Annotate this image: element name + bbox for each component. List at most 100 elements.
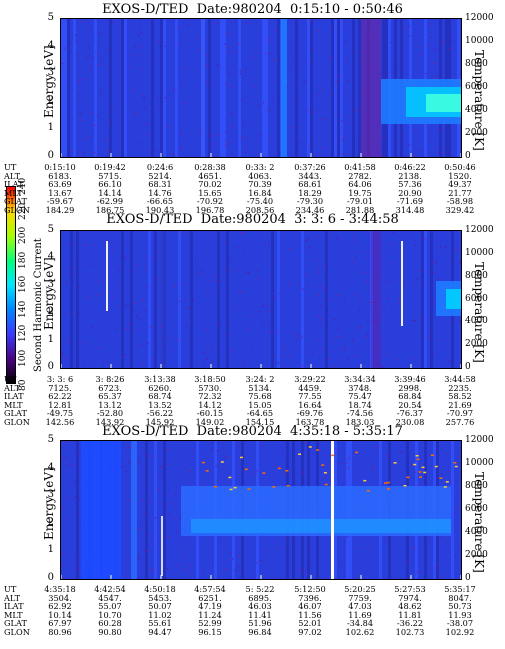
spectrogram-noise-pixel <box>176 565 178 567</box>
spectrogram-column <box>76 441 79 579</box>
spectrogram-noise-pixel <box>147 533 149 535</box>
spectrogram-noise-pixel <box>152 357 154 359</box>
spectrogram-noise-pixel <box>330 93 332 95</box>
spectrogram-noise-pixel <box>211 447 213 450</box>
spectrogram-noise-pixel <box>122 356 124 358</box>
spectrogram-column <box>388 231 391 368</box>
spectrogram-noise-pixel <box>206 358 208 360</box>
spectrogram-noise-pixel <box>78 80 80 82</box>
spectrogram-noise-pixel <box>257 270 259 272</box>
spectrogram-noise-pixel <box>108 50 110 52</box>
spectrogram-noise-pixel <box>147 257 149 259</box>
spectrogram-column <box>121 231 124 368</box>
spectrogram-noise-pixel <box>146 286 148 288</box>
spectrogram-column <box>334 231 337 368</box>
plasma-stripe <box>281 19 287 157</box>
spectrogram-noise-pixel <box>428 135 430 137</box>
spectrogram-noise-pixel <box>359 326 361 328</box>
spectrogram-noise-pixel <box>364 257 366 259</box>
spectrogram-noise-pixel <box>306 273 308 276</box>
spectrogram-noise-pixel <box>441 473 443 475</box>
info-cell: 10.14 <box>48 609 72 620</box>
data-gap-line <box>331 441 334 579</box>
spectrogram-column <box>199 231 202 368</box>
spectrogram-noise-pixel <box>321 117 323 119</box>
spectrogram-noise-pixel <box>75 564 77 566</box>
spectrogram-noise-pixel <box>287 536 289 538</box>
spectrogram-noise-pixel <box>167 492 169 494</box>
spectrogram-noise-pixel <box>383 137 385 139</box>
spectrogram-noise-pixel <box>407 478 409 480</box>
info-row: ILAT 63.69 66.10 68.31 70.02 70.39 68.61 64.06 5… <box>0 180 505 189</box>
info-row: MLT 12.81 13.12 13.52 14.12 15.05 16.64 18.74 20… <box>0 401 505 410</box>
spectrogram-noise-pixel <box>295 102 297 104</box>
spectrogram-noise-pixel <box>80 113 82 115</box>
info-cell: 57.36 <box>398 179 422 190</box>
spectrogram-column <box>160 19 163 157</box>
info-row: GLON 142.56 143.92 145.92 149.02 154.15 163.78… <box>0 418 505 427</box>
info-row-label: ILAT <box>4 601 24 612</box>
spectrogram-noise-pixel <box>76 559 78 561</box>
info-cell: 52.99 <box>198 618 222 629</box>
spectrogram-column <box>190 19 193 157</box>
plasma-stripe <box>201 19 205 157</box>
spectrogram-noise-pixel <box>278 548 280 550</box>
info-cell: 154.15 <box>245 417 275 427</box>
spectrogram-noise-pixel <box>116 284 119 286</box>
info-cell: -71.69 <box>396 196 424 207</box>
spectrogram-column <box>277 231 280 368</box>
spectrogram-noise-pixel <box>151 60 153 62</box>
spectrogram-hotspot <box>316 449 319 451</box>
info-cell: -79.01 <box>346 196 374 207</box>
spectrogram-noise-pixel <box>76 261 78 263</box>
plasma-patch <box>446 289 461 309</box>
info-row-label: GLON <box>4 417 30 427</box>
info-cell: 16.84 <box>248 187 272 198</box>
spectrogram-noise-pixel <box>356 251 359 254</box>
spectrogram-noise-pixel <box>243 232 245 234</box>
info-row: ALT 7125. 6723. 6260. 5730. 5134. 4459. 3748. 29… <box>0 383 505 393</box>
spectrogram-noise-pixel <box>140 55 143 57</box>
spectrogram-noise-pixel <box>244 148 246 150</box>
spectrogram-hotspot <box>445 481 449 483</box>
spectrogram-noise-pixel <box>440 535 442 537</box>
spectrogram-noise-pixel <box>259 311 261 313</box>
spectrogram-noise-pixel <box>369 301 371 303</box>
info-cell: 0:33: 2 <box>245 162 275 172</box>
spectrogram-column <box>403 231 406 368</box>
spectrogram-noise-pixel <box>432 261 434 263</box>
spectrogram-noise-pixel <box>212 231 214 233</box>
spectrogram-noise-pixel <box>277 332 279 334</box>
spectrogram-column <box>76 231 79 368</box>
spectrogram-noise-pixel <box>177 26 179 28</box>
spectrogram-column <box>352 19 355 157</box>
spectrogram-noise-pixel <box>165 504 167 507</box>
spectrogram-noise-pixel <box>68 69 70 72</box>
spectrogram-column <box>136 19 139 157</box>
info-cell: 58.52 <box>448 391 472 402</box>
info-cell: 49.37 <box>448 179 472 190</box>
spectrogram-column <box>169 441 172 579</box>
spectrogram-noise-pixel <box>232 125 234 127</box>
spectrogram-noise-pixel <box>268 41 270 43</box>
spectrogram-noise-pixel <box>225 131 227 133</box>
info-cell: 50.73 <box>448 601 472 612</box>
spectrogram-noise-pixel <box>455 507 457 509</box>
spectrogram-noise-pixel <box>211 133 213 135</box>
spectrogram-noise-pixel <box>409 35 411 37</box>
spectrogram-noise-pixel <box>146 133 148 135</box>
spectrogram-noise-pixel <box>236 50 238 52</box>
info-cell: 4651. <box>198 170 222 181</box>
spectrogram-column <box>334 19 337 157</box>
spectrogram-noise-pixel <box>353 107 355 109</box>
spectrogram-noise-pixel <box>411 357 414 359</box>
spectrogram-noise-pixel <box>153 568 155 570</box>
y-tick-label: 2 <box>47 94 54 106</box>
spectrogram-noise-pixel <box>420 270 422 272</box>
ion-streak <box>106 241 108 311</box>
panel3-ylabel: Energy [eV] <box>42 467 56 540</box>
spectrogram-hotspot <box>415 455 419 457</box>
info-cell: 13.52 <box>148 399 172 410</box>
info-cell: 0:41:58 <box>344 162 376 172</box>
spectrogram-noise-pixel <box>354 256 356 258</box>
